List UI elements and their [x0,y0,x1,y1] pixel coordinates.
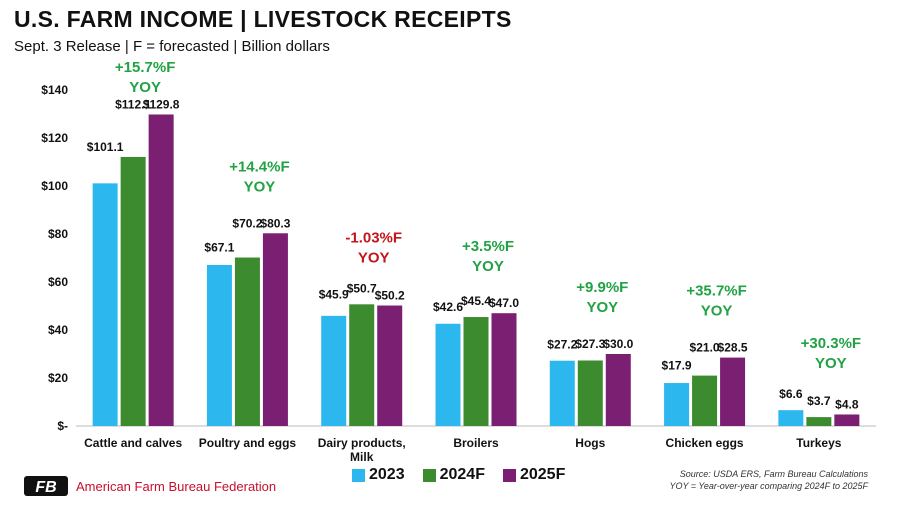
data-label: $129.8 [143,97,180,111]
yoy-annotation: +35.7%F [686,283,746,300]
afbf-logo: FB American Farm Bureau Federation [24,474,276,498]
bar-2024f [463,317,489,426]
bar-2024f [577,360,603,426]
yoy-annotation: +3.5%F [462,238,514,255]
legend-label-2024f: 2024F [439,466,485,483]
y-tick-label: $120 [41,131,68,145]
yoy-annotation: +30.3%F [801,335,861,352]
chart-title: U.S. FARM INCOME | LIVESTOCK RECEIPTS [14,6,512,32]
afbf-logo-icon: FB [24,476,68,496]
x-tick-label: Milk [350,450,374,464]
data-label: $28.5 [718,341,748,355]
data-label: $70.2 [232,216,262,230]
x-tick-label: Poultry and eggs [199,436,297,450]
bar-2024f [692,375,718,426]
y-tick-label: $- [57,419,68,433]
x-tick-label: Turkeys [796,436,841,450]
data-label: $3.7 [807,394,831,408]
source-note: Source: USDA ERS, Farm Bureau Calculatio… [669,468,868,492]
data-label: $30.0 [603,337,633,351]
bar-2025f [377,305,403,426]
bar-2024f [234,257,260,426]
legend-item-2023: 2023 [352,466,405,484]
data-label: $112.1 [115,97,151,111]
bar-2023 [778,410,804,426]
bar-2023 [92,183,118,426]
data-label: $67.1 [204,241,234,255]
y-tick-label: $100 [41,179,68,193]
yoy-annotation-sub: YOY [472,258,504,275]
yoy-annotation-sub: YOY [815,355,847,372]
chart-subtitle: Sept. 3 Release | F = forecasted | Billi… [14,38,330,55]
data-label: $80.3 [260,216,290,230]
bar-2024f [120,156,146,426]
bar-2025f [605,354,631,426]
yoy-annotation-sub: YOY [701,303,733,320]
bar-2023 [206,264,232,426]
legend-swatch-2024f [422,468,436,482]
legend-swatch-2025f [502,468,516,482]
y-tick-label: $40 [48,323,68,337]
logo-text: American Farm Bureau Federation [76,478,277,494]
data-label: $17.9 [662,359,692,373]
yoy-annotation-sub: YOY [244,178,276,195]
bar-2023 [664,383,690,426]
yoy-annotation: +9.9%F [576,279,628,296]
bar-2025f [834,414,860,426]
legend-label-2025f: 2025F [519,466,566,483]
data-label: $45.4 [461,294,491,308]
data-label: $42.6 [433,300,463,314]
legend-item-2025f: 2025F [502,466,566,484]
x-tick-label: Hogs [575,436,605,450]
y-tick-label: $60 [48,275,68,289]
bar-2023 [321,315,347,426]
bar-2025f [262,233,288,426]
data-label: $101.1 [87,140,124,154]
yoy-annotation-sub: YOY [129,79,161,96]
legend-item-2024f: 2024F [422,466,485,484]
data-label: $6.6 [779,387,803,401]
data-label: $27.2 [547,338,577,352]
data-label: $45.9 [319,287,349,301]
bar-2025f [720,357,746,426]
logo-mark: FB [35,479,56,496]
bar-2024f [806,417,832,426]
yoy-annotation-sub: YOY [586,299,618,316]
x-tick-label: Chicken eggs [666,436,744,450]
yoy-annotation-sub: YOY [358,249,390,266]
bar-2024f [349,304,375,426]
data-label: $27.3 [575,337,605,351]
bar-2023 [549,360,575,426]
yoy-annotation: +14.4%F [229,158,289,175]
yoy-definition: YOY = Year-over-year comparing 2024F to … [669,481,868,491]
legend-label-2023: 2023 [369,466,405,483]
data-label: $4.8 [835,397,859,411]
bar-2023 [435,323,461,426]
data-label: $47.0 [489,296,519,310]
data-label: $21.0 [690,341,720,355]
yoy-annotation: -1.03%F [345,229,402,246]
x-tick-label: Dairy products, [318,436,406,450]
x-tick-label: Cattle and calves [84,436,182,450]
data-label: $50.7 [347,281,377,295]
legend-swatch-2023 [352,468,365,482]
source-line: Source: USDA ERS, Farm Bureau Calculatio… [679,469,868,479]
y-tick-label: $140 [41,83,68,97]
yoy-annotation: +15.7%F [115,59,175,76]
legend: 2023 2024F 2025F [352,466,565,484]
x-tick-label: Broilers [453,436,499,450]
y-tick-label: $20 [48,371,68,385]
y-tick-label: $80 [48,227,68,241]
bar-2025f [148,114,174,426]
bar-2025f [491,313,517,426]
data-label: $50.2 [375,289,405,303]
